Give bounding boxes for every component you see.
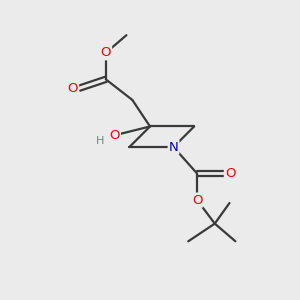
Text: O: O [68,82,78,95]
Text: H: H [96,136,104,146]
Text: O: O [225,167,235,180]
Text: O: O [192,194,202,207]
Text: O: O [100,46,111,59]
Text: N: N [169,141,178,154]
Text: O: O [110,129,120,142]
